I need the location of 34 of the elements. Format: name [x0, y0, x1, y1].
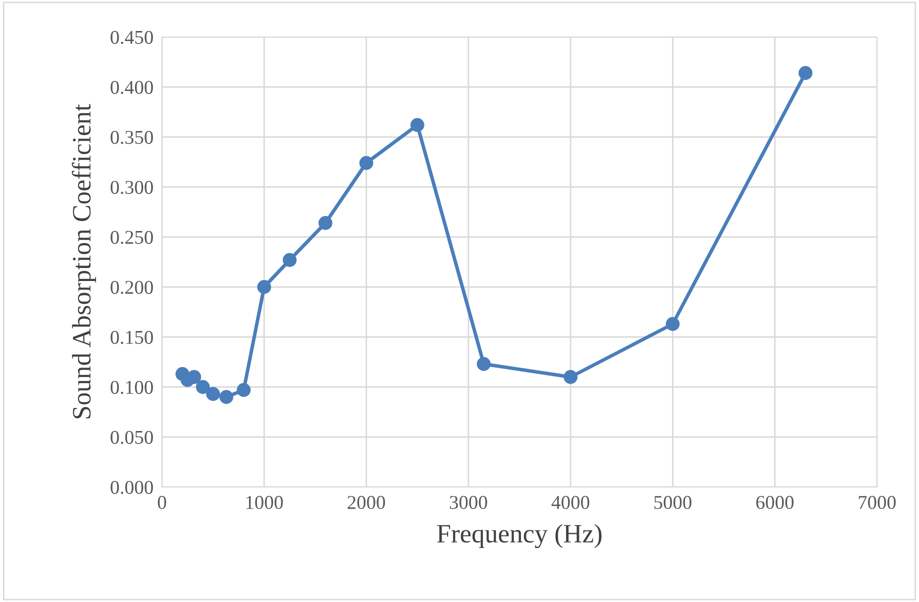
point [219, 390, 234, 404]
point [798, 66, 812, 80]
y-tick-label: 0.400 [110, 80, 153, 94]
x-tick-label: 6000 [756, 496, 794, 510]
point [318, 216, 332, 230]
point [476, 357, 491, 371]
point [257, 280, 272, 294]
x-tick-label: 1000 [246, 496, 283, 510]
y-tick-label: 0.100 [110, 380, 153, 394]
x-tick-label: 0 [158, 496, 166, 510]
point [236, 383, 251, 397]
y-tick-label: 0.350 [110, 130, 153, 144]
x-tick-label: 7000 [858, 496, 896, 510]
point [187, 370, 202, 384]
point [564, 370, 578, 384]
y-tick-label: 0.450 [110, 30, 153, 44]
x-tick-label: 4000 [552, 496, 590, 510]
point [206, 387, 220, 401]
point [282, 253, 297, 267]
x-tick-label: 3000 [450, 496, 488, 510]
y-tick-label: 0.200 [110, 280, 153, 294]
y-tick-label: 0.000 [110, 480, 153, 494]
x-tick-label: 5000 [654, 496, 692, 510]
x-tick-label: 2000 [348, 496, 385, 510]
y-tick-label: 0.150 [110, 330, 153, 344]
y-tick-label: 0.250 [110, 230, 153, 244]
point [359, 156, 374, 170]
point [196, 380, 210, 394]
y-axis-title: Sound Absorption Coefficient [72, 104, 96, 418]
y-tick-label: 0.300 [110, 180, 153, 194]
y-tick-label: 0.050 [110, 430, 153, 444]
point [666, 317, 680, 331]
point [410, 118, 424, 132]
x-axis-title: Frequency (Hz) [437, 524, 602, 548]
